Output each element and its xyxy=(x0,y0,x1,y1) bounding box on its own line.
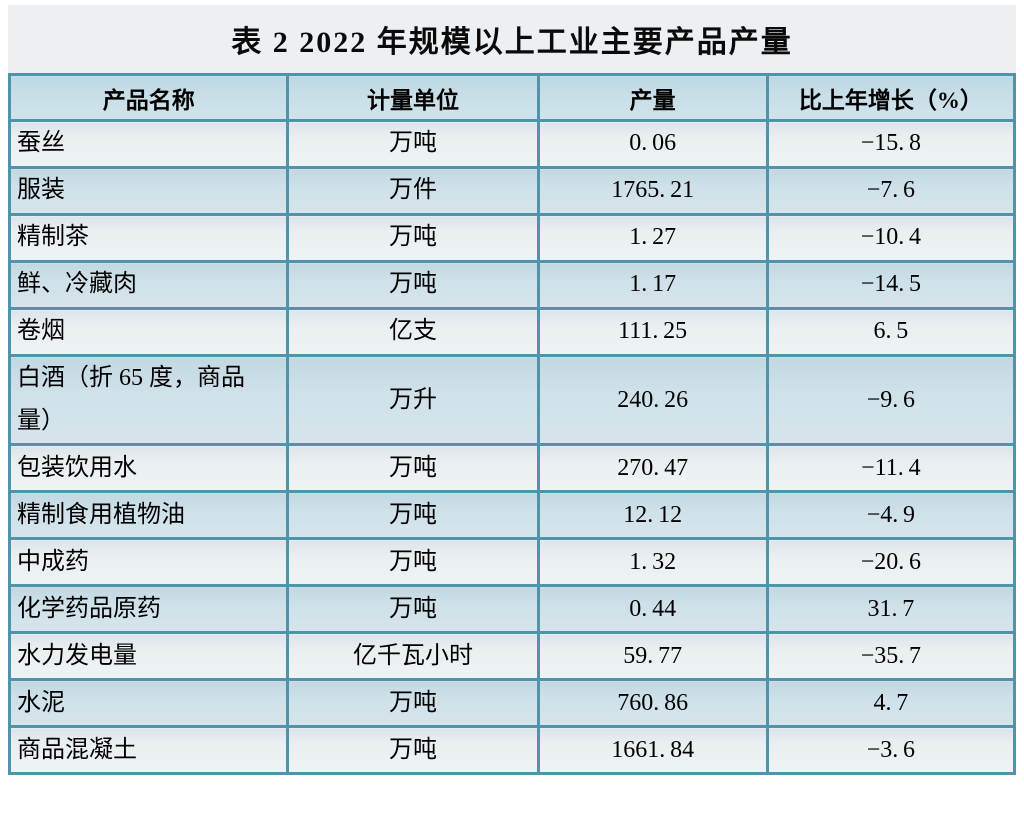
cell-product-name: 水泥 xyxy=(7,678,290,729)
cell-growth: −35. 7 xyxy=(765,631,1017,682)
cell-unit: 万吨 xyxy=(286,119,540,169)
cell-unit: 万吨 xyxy=(286,490,540,541)
table-row: 白酒（折 65 度，商品量） 万升 240. 26 −9. 6 xyxy=(7,353,1017,447)
table-row: 包装饮用水 万吨 270. 47 −11. 4 xyxy=(7,443,1017,494)
cell-growth: −15. 8 xyxy=(765,119,1017,169)
cell-output: 1. 32 xyxy=(536,537,769,588)
cell-output: 1765. 21 xyxy=(536,166,769,216)
cell-growth: 6. 5 xyxy=(765,307,1017,357)
cell-output: 0. 06 xyxy=(536,119,769,169)
cell-growth: −10. 4 xyxy=(765,213,1017,263)
table-title-band: 表 2 2022 年规模以上工业主要产品产量 xyxy=(8,5,1016,73)
table-row: 中成药 万吨 1. 32 −20. 6 xyxy=(7,537,1017,588)
cell-unit: 亿支 xyxy=(286,307,540,357)
cell-product-name: 精制茶 xyxy=(7,213,290,263)
cell-output: 240. 26 xyxy=(536,353,769,447)
table-body: 蚕丝 万吨 0. 06 −15. 8 服装 万件 1765. 21 −7. 6 精制茶 万吨 1. … xyxy=(7,119,1017,776)
cell-product-name: 中成药 xyxy=(7,537,290,588)
cell-unit: 万吨 xyxy=(286,725,540,776)
cell-unit: 万吨 xyxy=(286,537,540,588)
cell-growth: 4. 7 xyxy=(765,678,1017,729)
cell-product-name: 蚕丝 xyxy=(7,119,290,169)
cell-output: 59. 77 xyxy=(536,631,769,682)
header-product-name: 产品名称 xyxy=(7,73,290,122)
table-title: 表 2 2022 年规模以上工业主要产品产量 xyxy=(231,26,793,59)
table-row: 精制茶 万吨 1. 27 −10. 4 xyxy=(7,213,1017,263)
header-growth: 比上年增长（%） xyxy=(765,73,1017,122)
table-row: 服装 万件 1765. 21 −7. 6 xyxy=(7,166,1017,216)
cell-growth: −14. 5 xyxy=(765,260,1017,310)
cell-product-name: 商品混凝土 xyxy=(7,725,290,776)
industrial-output-table: 产品名称 计量单位 产量 比上年增长（%） 蚕丝 万吨 0. 06 −15. 8 服装万… xyxy=(7,73,1017,776)
cell-growth: −4. 9 xyxy=(765,490,1017,541)
cell-unit: 万吨 xyxy=(286,260,540,310)
cell-unit: 万件 xyxy=(286,166,540,216)
cell-unit: 万升 xyxy=(286,353,540,447)
cell-output: 12. 12 xyxy=(536,490,769,541)
header-unit: 计量单位 xyxy=(286,73,540,122)
cell-product-name: 精制食用植物油 xyxy=(7,490,290,541)
cell-unit: 亿千瓦小时 xyxy=(286,631,540,682)
cell-product-name: 化学药品原药 xyxy=(7,584,290,635)
cell-product-name: 卷烟 xyxy=(7,307,290,357)
table-row: 鲜、冷藏肉 万吨 1. 17 −14. 5 xyxy=(7,260,1017,310)
cell-unit: 万吨 xyxy=(286,678,540,729)
cell-growth: −11. 4 xyxy=(765,443,1017,494)
cell-product-name: 包装饮用水 xyxy=(7,443,290,494)
table-header: 产品名称 计量单位 产量 比上年增长（%） xyxy=(7,73,1017,122)
cell-output: 270. 47 xyxy=(536,443,769,494)
cell-unit: 万吨 xyxy=(286,584,540,635)
cell-output: 0. 44 xyxy=(536,584,769,635)
table-row: 商品混凝土 万吨 1661. 84 −3. 6 xyxy=(7,725,1017,776)
cell-growth: −3. 6 xyxy=(765,725,1017,776)
cell-growth: −20. 6 xyxy=(765,537,1017,588)
cell-output: 1. 27 xyxy=(536,213,769,263)
header-output: 产量 xyxy=(536,73,769,122)
cell-product-name: 白酒（折 65 度，商品量） xyxy=(7,353,290,447)
cell-output: 111. 25 xyxy=(536,307,769,357)
cell-growth: −9. 6 xyxy=(765,353,1017,447)
cell-product-name: 服装 xyxy=(7,166,290,216)
cell-product-name: 鲜、冷藏肉 xyxy=(7,260,290,310)
cell-growth: −7. 6 xyxy=(765,166,1017,216)
table-row: 化学药品原药 万吨 0. 44 31. 7 xyxy=(7,584,1017,635)
table-row: 卷烟 亿支 111. 25 6. 5 xyxy=(7,307,1017,357)
header-row: 产品名称 计量单位 产量 比上年增长（%） xyxy=(7,73,1017,122)
cell-output: 1661. 84 xyxy=(536,725,769,776)
table-row: 蚕丝 万吨 0. 06 −15. 8 xyxy=(7,119,1017,169)
cell-output: 760. 86 xyxy=(536,678,769,729)
table-row: 水力发电量 亿千瓦小时 59. 77 −35. 7 xyxy=(7,631,1017,682)
cell-output: 1. 17 xyxy=(536,260,769,310)
table-row: 水泥 万吨 760. 86 4. 7 xyxy=(7,678,1017,729)
cell-unit: 万吨 xyxy=(286,443,540,494)
cell-unit: 万吨 xyxy=(286,213,540,263)
cell-product-name: 水力发电量 xyxy=(7,631,290,682)
cell-growth: 31. 7 xyxy=(765,584,1017,635)
table-row: 精制食用植物油 万吨 12. 12 −4. 9 xyxy=(7,490,1017,541)
